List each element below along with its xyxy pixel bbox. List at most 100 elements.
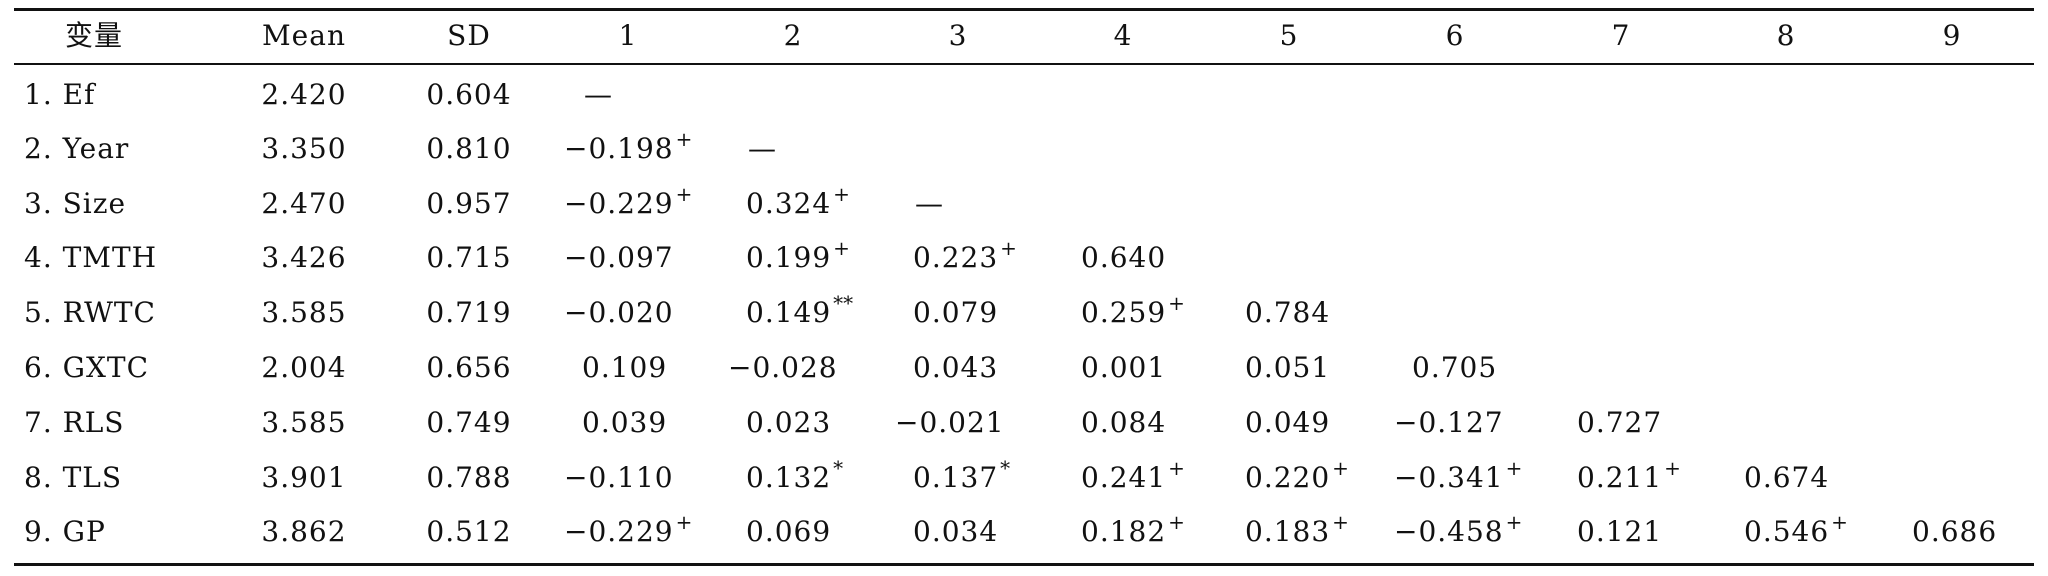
variable-name: 1. Ef [24,78,96,111]
correlation-value: −0.198 + [564,127,693,165]
correlation-value: 0.241 + [1081,456,1185,494]
correlation-value: 0.137 * [913,456,1011,494]
table-row: 4. TMTH 3.426 0.715 −0.097 0.199 + 0.223 + 0.640 [14,231,2034,285]
sd-value: 0.957 [426,187,512,220]
significance-mark: + [1505,456,1523,480]
column-header: 8 [1776,19,1796,52]
variable-name: 3. Size [24,187,127,220]
correlation-value: — [915,187,944,220]
mean-value: 2.004 [261,351,347,384]
table-header-rule [14,63,2034,65]
correlation-value: 0.039 [582,406,668,439]
correlation-value: −0.458 + [1394,510,1523,548]
significance-mark: + [1000,236,1017,260]
significance-mark: * [833,456,844,480]
significance-mark: + [675,127,693,151]
correlation-value: −0.341 + [1394,456,1523,494]
column-header: 2 [783,19,803,52]
correlation-value: 0.784 [1245,296,1331,329]
correlation-value: 0.034 [913,515,999,548]
sd-value: 0.788 [426,461,512,494]
table-row: 6. GXTC 2.004 0.656 0.109 −0.028 0.043 0.001 0.… [14,341,2034,395]
sd-value: 0.719 [426,296,512,329]
mean-value: 3.862 [261,515,347,548]
table-bottom-rule [14,563,2034,566]
correlation-value: 0.640 [1081,241,1167,274]
header-row: 变量 Mean SD 1 2 3 4 5 6 7 8 9 [14,9,2034,63]
correlation-value: 0.259 + [1081,291,1185,329]
correlation-value: 0.079 [913,296,999,329]
correlation-value: −0.229 + [564,182,693,220]
mean-value: 3.426 [261,241,347,274]
significance-mark: + [1664,456,1681,480]
correlation-value: 0.223 + [913,236,1017,274]
correlation-value: 0.182 + [1081,510,1185,548]
sd-value: 0.749 [426,406,512,439]
sd-value: 0.512 [426,515,512,548]
variable-name: 4. TMTH [24,241,158,274]
correlation-value: −0.229 + [564,510,693,548]
correlation-value: −0.097 [564,241,674,274]
correlation-value: 0.686 [1912,515,1998,548]
significance-mark: + [1332,456,1349,480]
column-header: 7 [1611,19,1631,52]
significance-mark: + [675,510,693,534]
significance-mark: + [833,236,850,260]
significance-mark: ** [833,291,854,315]
column-header: Mean [262,19,346,52]
column-header: 3 [948,19,968,52]
table-row: 1. Ef 2.420 0.604 — [14,68,2034,122]
correlation-value: −0.028 [728,351,838,384]
correlation-value: 0.220 + [1245,456,1349,494]
significance-mark: + [1168,510,1185,534]
table-top-rule [14,8,2034,11]
correlation-value: 0.727 [1577,406,1663,439]
table-row: 5. RWTC 3.585 0.719 −0.020 0.149 ** 0.079 0.259… [14,286,2034,340]
column-header: 6 [1445,19,1465,52]
correlation-value: 0.546 + [1744,510,1848,548]
table-row: 8. TLS 3.901 0.788 −0.110 0.132 * 0.137 * 0.241 +… [14,451,2034,505]
variable-name: 5. RWTC [24,296,156,329]
correlation-value: 0.051 [1245,351,1331,384]
correlation-value: 0.109 [582,351,668,384]
mean-value: 3.350 [261,132,347,165]
correlation-value: 0.121 [1577,515,1663,548]
correlation-value: 0.324 + [746,182,850,220]
mean-value: 2.420 [261,78,347,111]
table-row: 3. Size 2.470 0.957 −0.229 + 0.324 + — [14,177,2034,231]
sd-value: 0.604 [426,78,512,111]
table-row: 7. RLS 3.585 0.749 0.039 0.023 −0.021 0.084 0.0… [14,396,2034,450]
significance-mark: + [675,182,693,206]
significance-mark: + [1332,510,1349,534]
variable-name: 9. GP [24,515,106,548]
mean-value: 2.470 [261,187,347,220]
significance-mark: + [1168,456,1185,480]
variable-name: 6. GXTC [24,351,150,384]
mean-value: 3.585 [261,296,347,329]
variable-name: 7. RLS [24,406,125,439]
table-row: 2. Year 3.350 0.810 −0.198 + — [14,122,2034,176]
column-header: 变量 [64,19,123,52]
correlation-value: 0.211 + [1577,456,1681,494]
variable-name: 2. Year [24,132,130,165]
correlation-value: 0.183 + [1245,510,1349,548]
mean-value: 3.585 [261,406,347,439]
column-header: 9 [1942,19,1962,52]
significance-mark: + [1505,510,1523,534]
column-header: 1 [618,19,638,52]
column-header: SD [447,19,491,52]
correlation-value: 0.674 [1744,461,1830,494]
correlation-value: 0.084 [1081,406,1167,439]
significance-mark: + [833,182,850,206]
correlation-value: −0.110 [564,461,674,494]
correlation-value: 0.023 [746,406,832,439]
column-header: 4 [1113,19,1133,52]
significance-mark: * [1000,456,1011,480]
variable-name: 8. TLS [24,461,123,494]
correlation-value: 0.049 [1245,406,1331,439]
mean-value: 3.901 [261,461,347,494]
correlation-value: 0.149 ** [746,291,854,329]
sd-value: 0.715 [426,241,512,274]
correlation-value: 0.043 [913,351,999,384]
correlation-value: 0.705 [1412,351,1498,384]
